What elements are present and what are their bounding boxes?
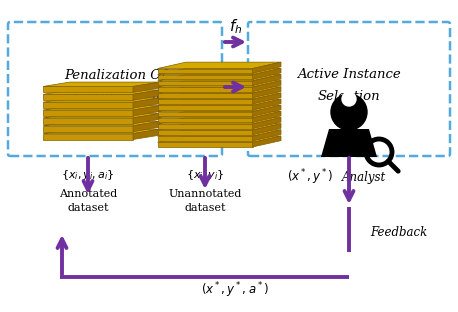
- Polygon shape: [158, 87, 252, 92]
- Text: dataset: dataset: [184, 203, 226, 213]
- Polygon shape: [158, 99, 281, 105]
- Polygon shape: [133, 121, 160, 132]
- Circle shape: [342, 92, 356, 106]
- Polygon shape: [43, 90, 160, 94]
- Polygon shape: [158, 118, 252, 122]
- Polygon shape: [252, 130, 281, 141]
- Text: $\{x_i, y_i\}$: $\{x_i, y_i\}$: [185, 168, 224, 182]
- Polygon shape: [133, 106, 160, 116]
- Polygon shape: [158, 99, 252, 104]
- Polygon shape: [43, 82, 160, 86]
- Polygon shape: [43, 106, 160, 110]
- Circle shape: [331, 94, 367, 130]
- Polygon shape: [158, 118, 281, 124]
- Polygon shape: [133, 98, 160, 108]
- Polygon shape: [158, 105, 252, 110]
- Polygon shape: [252, 68, 281, 79]
- Polygon shape: [43, 134, 133, 139]
- Polygon shape: [158, 136, 281, 142]
- Polygon shape: [43, 118, 133, 124]
- Polygon shape: [158, 130, 281, 136]
- Polygon shape: [158, 62, 281, 69]
- Polygon shape: [158, 75, 281, 81]
- Polygon shape: [158, 136, 252, 141]
- Text: dataset: dataset: [67, 203, 109, 213]
- Polygon shape: [133, 129, 160, 139]
- Polygon shape: [252, 87, 281, 98]
- Polygon shape: [252, 62, 281, 73]
- Text: Feedback: Feedback: [370, 226, 427, 238]
- Polygon shape: [133, 90, 160, 100]
- Text: $(x^*, y^*)$: $(x^*, y^*)$: [287, 167, 333, 187]
- Polygon shape: [158, 80, 281, 87]
- Polygon shape: [43, 121, 160, 126]
- Polygon shape: [43, 86, 133, 92]
- Polygon shape: [43, 129, 160, 134]
- Polygon shape: [43, 110, 133, 116]
- Polygon shape: [43, 98, 160, 102]
- Polygon shape: [158, 93, 252, 98]
- Polygon shape: [158, 87, 281, 93]
- Polygon shape: [43, 102, 133, 108]
- Polygon shape: [252, 80, 281, 92]
- FancyBboxPatch shape: [8, 22, 222, 156]
- Polygon shape: [158, 124, 281, 130]
- Polygon shape: [43, 114, 160, 118]
- Text: Unannotated: Unannotated: [168, 189, 242, 199]
- Text: Discrimination: Discrimination: [65, 90, 164, 104]
- Text: Selection: Selection: [318, 90, 380, 104]
- Text: $f_h$: $f_h$: [229, 18, 243, 37]
- Polygon shape: [158, 69, 252, 73]
- Polygon shape: [252, 99, 281, 110]
- Polygon shape: [158, 68, 281, 75]
- Polygon shape: [158, 75, 252, 79]
- Polygon shape: [158, 93, 281, 99]
- Text: Annotated: Annotated: [59, 189, 117, 199]
- Polygon shape: [133, 114, 160, 124]
- Polygon shape: [252, 111, 281, 122]
- Polygon shape: [158, 130, 252, 135]
- Polygon shape: [252, 118, 281, 129]
- Polygon shape: [158, 112, 252, 116]
- Polygon shape: [321, 129, 377, 157]
- Polygon shape: [158, 142, 252, 147]
- Polygon shape: [252, 75, 281, 85]
- Polygon shape: [252, 93, 281, 104]
- Polygon shape: [158, 111, 281, 118]
- Polygon shape: [158, 105, 281, 112]
- Polygon shape: [252, 136, 281, 147]
- Polygon shape: [158, 124, 252, 129]
- Text: $(x^*, y^*, a^*)$: $(x^*, y^*, a^*)$: [201, 280, 269, 300]
- Text: Active Instance: Active Instance: [297, 69, 401, 81]
- Polygon shape: [252, 124, 281, 135]
- Text: Penalization Of: Penalization Of: [64, 69, 166, 81]
- Text: $\{x_i, y_i, a_i\}$: $\{x_i, y_i, a_i\}$: [61, 168, 115, 182]
- FancyBboxPatch shape: [248, 22, 450, 156]
- Polygon shape: [158, 81, 252, 85]
- Polygon shape: [252, 105, 281, 116]
- Polygon shape: [43, 126, 133, 132]
- Polygon shape: [43, 94, 133, 100]
- Polygon shape: [133, 82, 160, 92]
- Text: Analyst: Analyst: [342, 170, 386, 183]
